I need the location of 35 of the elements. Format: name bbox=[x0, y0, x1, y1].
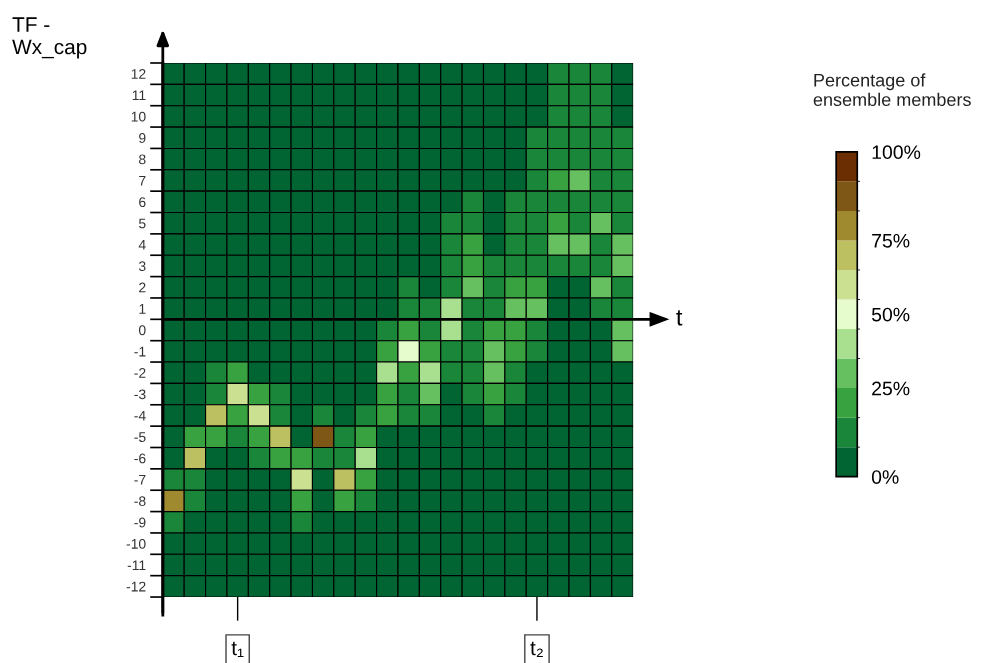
y-tick-label: -2 bbox=[134, 368, 146, 378]
y-tick-label: -9 bbox=[134, 517, 146, 528]
color-bar-label: 25% bbox=[872, 381, 910, 396]
y-axis-title: TF - Wx_cap bbox=[12, 17, 87, 59]
y-tick-label: 6 bbox=[139, 197, 146, 208]
y-tick-label: 2 bbox=[139, 282, 146, 293]
color-bar-label: 0% bbox=[871, 470, 899, 484]
y-tick-label: -10 bbox=[126, 538, 146, 549]
y-tick-label: -3 bbox=[134, 389, 146, 400]
y-tick-label: 1 bbox=[139, 304, 146, 314]
y-tick-label: -1 bbox=[134, 346, 146, 357]
y-tick-label: 7 bbox=[139, 175, 146, 186]
x-tick-label: t₁ bbox=[231, 641, 244, 657]
y-tick-label: -12 bbox=[126, 581, 146, 592]
y-tick-label: 0 bbox=[138, 325, 146, 336]
y-tick-label: 8 bbox=[139, 154, 146, 165]
y-tick-label: 3 bbox=[138, 261, 146, 272]
y-tick-label: -8 bbox=[134, 496, 146, 507]
y-tick-label: -11 bbox=[127, 560, 146, 571]
color-bar-label: 75% bbox=[872, 233, 910, 248]
y-tick-label: -4 bbox=[134, 410, 146, 421]
y-tick-label: 11 bbox=[132, 90, 146, 101]
color-bar-label: 100% bbox=[872, 145, 921, 160]
color-bar-title: Percentage of ensemble members bbox=[813, 73, 971, 107]
y-tick-label: 4 bbox=[138, 240, 146, 250]
y-tick-label: 5 bbox=[138, 218, 146, 229]
y-tick-label: -5 bbox=[134, 432, 146, 442]
y-tick-label: 9 bbox=[139, 133, 146, 143]
y-tick-label: -7 bbox=[134, 475, 146, 485]
color-bar-label: 50% bbox=[871, 307, 910, 322]
x-tick-label: t₂ bbox=[530, 641, 543, 657]
y-tick-label: 12 bbox=[131, 69, 146, 79]
x-axis-title: t bbox=[676, 310, 683, 326]
y-tick-label: -6 bbox=[134, 453, 146, 464]
y-tick-label: 10 bbox=[131, 111, 146, 122]
